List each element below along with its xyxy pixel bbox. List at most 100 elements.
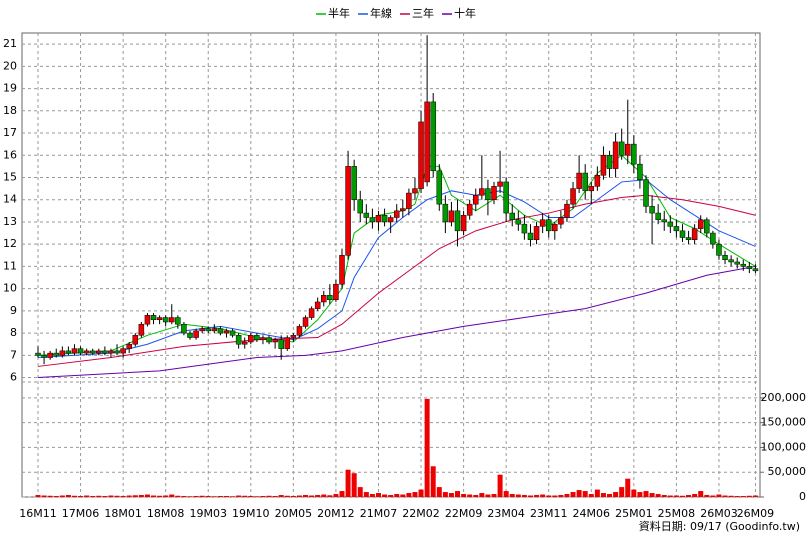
- volume-bar: [473, 495, 479, 497]
- candle-body: [302, 317, 309, 327]
- candle-body: [485, 188, 491, 200]
- volume-bar: [35, 495, 41, 497]
- candle-body: [363, 212, 370, 218]
- legend-label: 年線: [370, 6, 392, 20]
- candle-body: [545, 219, 552, 232]
- x-tick-label: 18M01: [104, 507, 142, 520]
- candle-body: [211, 328, 218, 332]
- volume-bar: [102, 496, 108, 497]
- volume-bar: [479, 493, 485, 497]
- candle-body: [576, 172, 582, 189]
- y-tick-label: 6: [10, 371, 17, 384]
- candle-body: [643, 179, 649, 207]
- volume-bar: [217, 496, 223, 497]
- volume-bar: [613, 492, 619, 497]
- x-tick-label: 24M06: [573, 507, 611, 520]
- y-tick-label: 18: [3, 104, 17, 117]
- volume-bar: [230, 496, 236, 497]
- volume-bar: [375, 493, 381, 497]
- volume-bar: [394, 494, 400, 497]
- y-tick-label: 11: [3, 259, 17, 272]
- candle-body: [521, 223, 528, 234]
- candle-body: [150, 315, 157, 321]
- y-tick-label: 7: [10, 348, 17, 361]
- candle-body: [570, 188, 576, 205]
- volume-bar: [90, 496, 96, 497]
- volume-bar: [497, 474, 503, 497]
- y2-tick-label: 150,000: [761, 416, 807, 429]
- y-tick-label: 19: [3, 82, 17, 95]
- candle-body: [740, 263, 747, 267]
- volume-bar: [424, 398, 430, 497]
- x-tick-label: 19M10: [232, 507, 270, 520]
- volume-bar: [290, 496, 296, 497]
- candle-body: [120, 348, 126, 354]
- x-tick-label: 23M04: [487, 507, 525, 520]
- candle-body: [552, 223, 558, 232]
- candle-body: [612, 141, 619, 169]
- candle-body: [716, 243, 722, 256]
- candle-body: [248, 335, 254, 343]
- candle-body: [655, 212, 661, 220]
- candle-body: [746, 266, 753, 269]
- volume-bar: [382, 494, 388, 497]
- y2-tick-label: 50,000: [768, 465, 807, 478]
- volume-bar: [296, 495, 302, 497]
- volume-bar: [637, 492, 643, 497]
- volume-bar: [461, 494, 467, 497]
- volume-bar: [278, 495, 284, 497]
- candle-body: [77, 348, 84, 354]
- volume-bar: [430, 466, 436, 497]
- candle-body: [138, 323, 145, 336]
- y2-tick-label: 200,000: [761, 391, 807, 404]
- volume-bar: [406, 493, 412, 497]
- candle-body: [679, 230, 686, 238]
- candle-body: [254, 335, 260, 341]
- volume-bar: [625, 478, 631, 497]
- legend-label: 十年: [454, 6, 476, 20]
- volume-bar: [284, 495, 290, 497]
- candle-body: [588, 186, 595, 192]
- candle-body: [321, 295, 327, 303]
- volume-bar: [467, 494, 473, 497]
- volume-bar: [84, 495, 90, 497]
- volume-bar: [588, 494, 594, 497]
- candle-body: [406, 192, 412, 209]
- candle-body: [205, 328, 211, 332]
- y-tick-label: 12: [3, 237, 17, 250]
- y-tick-label: 21: [3, 37, 17, 50]
- candle-body: [722, 255, 728, 260]
- candle-body: [673, 226, 680, 232]
- volume-bar: [412, 492, 418, 497]
- volume-bar: [114, 495, 120, 497]
- candle-body: [41, 355, 47, 358]
- volume-bar: [47, 495, 53, 497]
- volume-bar: [661, 495, 667, 497]
- volume-bar: [448, 493, 454, 497]
- candle-body: [381, 215, 388, 223]
- volume-bar: [552, 495, 558, 497]
- volume-bar: [515, 494, 521, 497]
- volume-bar: [53, 496, 59, 497]
- candle-body: [89, 350, 96, 354]
- ma-line: [37, 265, 756, 379]
- candle-body: [333, 283, 339, 301]
- candle-body: [53, 352, 59, 356]
- candle-body: [503, 181, 509, 214]
- volume-bar: [388, 495, 394, 497]
- candle-body: [393, 210, 400, 218]
- x-tick-label: 20M12: [317, 507, 355, 520]
- x-tick-label: 22M02: [402, 507, 440, 520]
- volume-bar: [673, 495, 679, 497]
- volume-bar: [78, 496, 84, 497]
- candle-body: [466, 203, 473, 216]
- candle-body: [296, 326, 303, 336]
- candle-body: [618, 141, 625, 156]
- volume-bar: [272, 496, 278, 497]
- volume-bar: [485, 494, 491, 497]
- candle-body: [272, 339, 278, 343]
- candle-body: [752, 268, 759, 272]
- volume-bar: [442, 492, 448, 497]
